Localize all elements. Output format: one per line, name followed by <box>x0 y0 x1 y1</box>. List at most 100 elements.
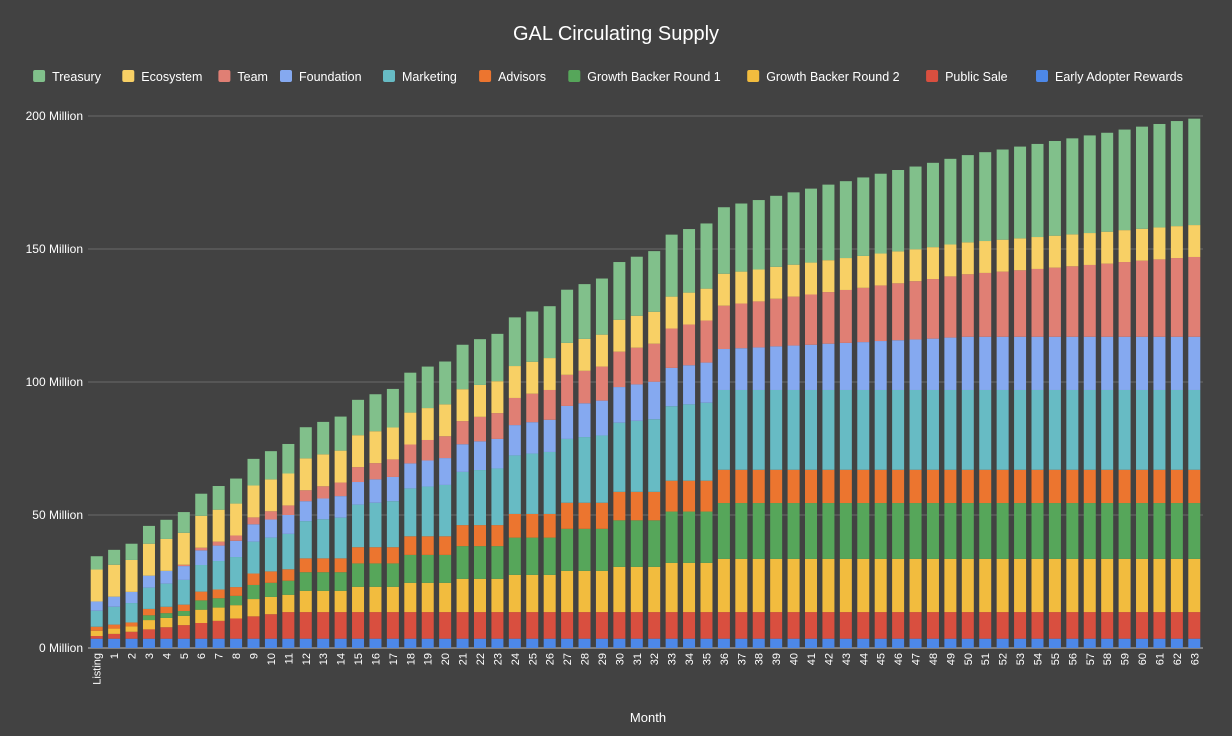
bar-segment-growth-backer-round-2 <box>142 620 155 630</box>
bar-segment-advisors <box>805 469 818 504</box>
bar-segment-team <box>456 421 469 445</box>
x-tick-label: 45 <box>876 653 888 665</box>
bar-segment-advisors <box>648 491 661 521</box>
bar-segment-marketing <box>142 587 155 609</box>
bar-segment-team <box>787 296 800 346</box>
bar-segment-advisors <box>1101 469 1114 504</box>
bar-segment-growth-backer-round-2 <box>1153 558 1166 613</box>
legend-item: Growth Backer Round 1 <box>568 70 721 84</box>
bar-segment-marketing <box>299 521 312 559</box>
bar-segment-early-adopter-rewards <box>473 638 486 648</box>
bar-segment-treasury <box>317 421 330 455</box>
bar-segment-marketing <box>352 504 365 548</box>
bar-segment-treasury <box>456 344 469 390</box>
legend-label: Team <box>237 70 268 84</box>
bar-segment-growth-backer-round-1 <box>491 546 504 579</box>
bar-segment-growth-backer-round-2 <box>160 617 173 628</box>
bar-segment-team <box>1014 270 1027 337</box>
bar-segment-foundation <box>543 419 556 452</box>
bar-segment-treasury <box>1083 135 1096 234</box>
bar-segment-ecosystem <box>1083 233 1096 265</box>
bar-segment-public-sale <box>578 612 591 639</box>
bar-segment-treasury <box>508 317 521 367</box>
bar-segment-advisors <box>195 591 208 601</box>
legend-item: Growth Backer Round 2 <box>747 70 900 84</box>
bar-segment-public-sale <box>1188 612 1201 639</box>
bar-segment-ecosystem <box>857 255 870 288</box>
bar-segment-advisors <box>421 536 434 555</box>
bar-segment-team <box>1031 268 1044 337</box>
bar-segment-team <box>247 517 260 525</box>
bar-segment-growth-backer-round-1 <box>1083 503 1096 559</box>
bar-stack <box>334 416 347 648</box>
bar-segment-team <box>195 547 208 551</box>
bar-segment-marketing <box>508 455 521 514</box>
bar-stack <box>561 289 574 648</box>
bar-segment-growth-backer-round-2 <box>578 570 591 613</box>
bar-segment-ecosystem <box>979 241 992 273</box>
bar-segment-team <box>421 439 434 461</box>
legend-label: Treasury <box>52 70 102 84</box>
x-tick-label: 15 <box>353 653 365 665</box>
bar-segment-treasury <box>805 188 818 263</box>
bar-segment-foundation <box>404 463 417 489</box>
bar-segment-public-sale <box>665 612 678 639</box>
bar-segment-growth-backer-round-1 <box>561 528 574 571</box>
bar-segment-public-sale <box>142 629 155 639</box>
bar-segment-advisors <box>1188 469 1201 504</box>
bar-segment-foundation <box>317 498 330 520</box>
bar-segment-growth-backer-round-1 <box>578 528 591 571</box>
bar-segment-advisors <box>1136 469 1149 504</box>
bar-segment-growth-backer-round-1 <box>613 520 626 567</box>
bar-segment-advisors <box>386 547 399 564</box>
bar-segment-growth-backer-round-1 <box>142 615 155 621</box>
bar-segment-team <box>909 281 922 340</box>
bar-segment-early-adopter-rewards <box>1188 638 1201 648</box>
bar-segment-advisors <box>892 469 905 504</box>
bar-segment-growth-backer-round-2 <box>770 558 783 613</box>
bar-segment-growth-backer-round-2 <box>456 578 469 613</box>
bar-segment-ecosystem <box>456 389 469 422</box>
bar-segment-marketing <box>526 453 539 514</box>
bar-segment-public-sale <box>543 612 556 639</box>
bar-segment-public-sale <box>613 612 626 639</box>
x-tick-label: 36 <box>719 653 731 665</box>
x-tick-label: 14 <box>336 653 348 665</box>
bar-segment-advisors <box>543 513 556 538</box>
bar-segment-ecosystem <box>683 292 696 325</box>
bar-segment-advisors <box>1083 469 1096 504</box>
bar-stack <box>369 394 382 648</box>
bar-segment-treasury <box>595 278 608 335</box>
x-tick-label: 55 <box>1050 653 1062 665</box>
bar-segment-growth-backer-round-1 <box>874 503 887 559</box>
bar-stack <box>1031 143 1044 648</box>
x-tick-label: 17 <box>388 653 400 665</box>
x-tick-label: 19 <box>423 653 435 665</box>
bar-segment-advisors <box>282 569 295 581</box>
bar-stack <box>386 388 399 648</box>
bar-segment-treasury <box>926 162 939 248</box>
bar-segment-team <box>1153 259 1166 337</box>
bar-segment-foundation <box>1066 336 1079 390</box>
bar-segment-ecosystem <box>926 247 939 280</box>
bar-segment-team <box>369 463 382 480</box>
bar-segment-early-adopter-rewards <box>421 638 434 648</box>
bar-stack <box>352 399 365 648</box>
bar-stack <box>735 203 748 648</box>
bar-segment-public-sale <box>561 612 574 639</box>
bar-segment-early-adopter-rewards <box>979 638 992 648</box>
bar-segment-growth-backer-round-1 <box>1014 503 1027 559</box>
bar-segment-advisors <box>1014 469 1027 504</box>
bar-segment-public-sale <box>944 612 957 639</box>
bar-segment-treasury <box>839 181 852 259</box>
bar-segment-team <box>404 444 417 464</box>
bar-segment-growth-backer-round-2 <box>822 558 835 613</box>
bar-segment-early-adopter-rewards <box>282 638 295 648</box>
bar-segment-advisors <box>735 469 748 504</box>
bar-segment-ecosystem <box>526 361 539 394</box>
bar-stack <box>90 556 103 648</box>
bar-segment-growth-backer-round-2 <box>299 590 312 613</box>
bar-segment-growth-backer-round-1 <box>1170 503 1183 559</box>
bar-segment-treasury <box>1118 129 1131 231</box>
bar-segment-growth-backer-round-1 <box>979 503 992 559</box>
